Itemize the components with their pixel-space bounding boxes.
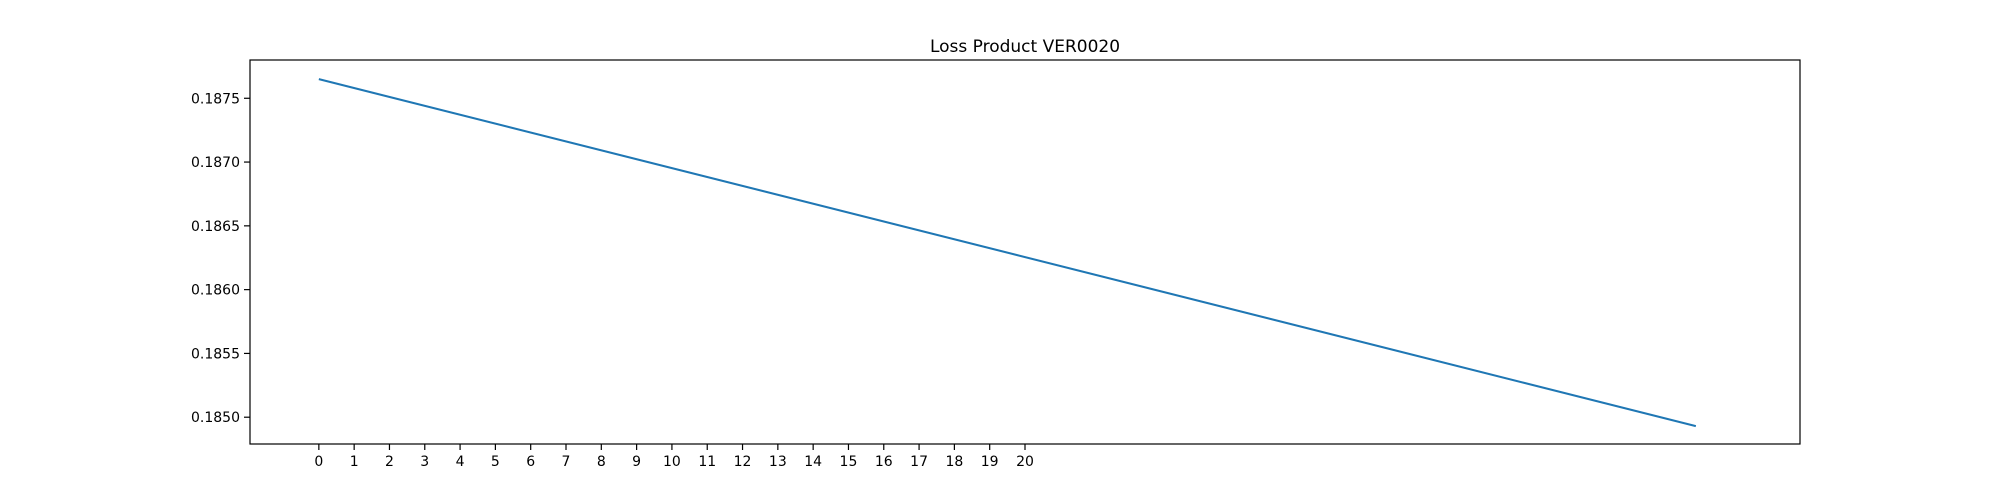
chart-title: Loss Product VER0020 <box>930 37 1120 57</box>
x-tick-label: 19 <box>981 454 999 470</box>
y-tick-label: 0.1865 <box>191 219 240 235</box>
x-tick-label: 4 <box>456 454 465 470</box>
x-tick-label: 13 <box>769 454 787 470</box>
x-tick-label: 5 <box>491 454 500 470</box>
x-tick-label: 9 <box>632 454 641 470</box>
y-tick-label: 0.1855 <box>191 346 240 362</box>
x-tick-label: 18 <box>945 454 963 470</box>
x-tick-label: 20 <box>1016 454 1034 470</box>
y-tick-label: 0.1850 <box>191 410 240 426</box>
x-tick-label: 12 <box>734 454 752 470</box>
x-tick-label: 1 <box>350 454 359 470</box>
x-tick-label: 16 <box>875 454 893 470</box>
x-tick-label: 6 <box>526 454 535 470</box>
x-tick-label: 17 <box>910 454 928 470</box>
axes-frame <box>250 60 1800 444</box>
x-tick-label: 3 <box>420 454 429 470</box>
y-tick-label: 0.1860 <box>191 283 240 299</box>
y-axis: 0.1850 0.1855 0.1860 0.1865 0.1870 0.1875 <box>191 91 250 426</box>
y-tick-label: 0.1870 <box>191 155 240 171</box>
y-tick-label: 0.1875 <box>191 91 240 107</box>
x-tick-label: 0 <box>314 454 323 470</box>
x-axis: 0 1 2 3 4 5 6 7 8 9 10 11 12 13 14 15 16 17 18 19 20 <box>314 444 1034 470</box>
x-tick-label: 15 <box>840 454 858 470</box>
plot-area <box>319 79 1696 426</box>
x-tick-label: 14 <box>804 454 822 470</box>
x-tick-label: 2 <box>385 454 394 470</box>
x-tick-label: 11 <box>698 454 716 470</box>
x-tick-label: 7 <box>562 454 571 470</box>
x-tick-label: 8 <box>597 454 606 470</box>
x-tick-label: 10 <box>663 454 681 470</box>
series-line-loss <box>319 79 1696 426</box>
